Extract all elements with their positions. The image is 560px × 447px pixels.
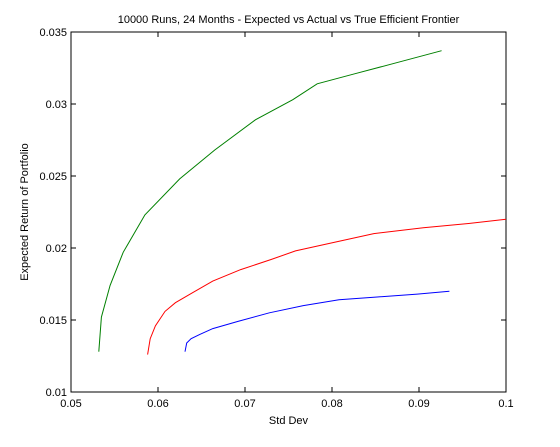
x-tick-label: 0.07 — [234, 398, 255, 410]
series-line-2 — [147, 218, 507, 355]
y-tick-label: 0.03 — [46, 99, 67, 111]
series-layer — [98, 50, 507, 355]
y-tick-label: 0.01 — [46, 387, 67, 399]
chart-title: 10000 Runs, 24 Months - Expected vs Actu… — [118, 14, 460, 26]
y-axis: 0.01 0.015 0.02 0.025 0.03 0.035 — [39, 27, 506, 399]
x-axis-label: Std Dev — [269, 415, 309, 427]
y-axis-label: Expected Return of Portfolio — [19, 143, 31, 281]
y-tick-label: 0.02 — [46, 243, 67, 255]
x-tick-label: 0.05 — [60, 398, 81, 410]
x-tick-label: 0.09 — [408, 398, 429, 410]
y-tick-label: 0.035 — [39, 27, 67, 39]
series-line-1 — [98, 50, 442, 352]
y-tick-label: 0.015 — [39, 315, 67, 327]
y-tick-label: 0.025 — [39, 171, 67, 183]
plot-area — [70, 31, 507, 393]
series-line-3 — [184, 290, 450, 352]
x-tick-label: 0.06 — [147, 398, 168, 410]
x-tick-label: 0.08 — [321, 398, 342, 410]
x-axis: 0.05 0.06 0.07 0.08 0.09 0.1 — [60, 32, 514, 410]
x-tick-label: 0.1 — [498, 398, 513, 410]
